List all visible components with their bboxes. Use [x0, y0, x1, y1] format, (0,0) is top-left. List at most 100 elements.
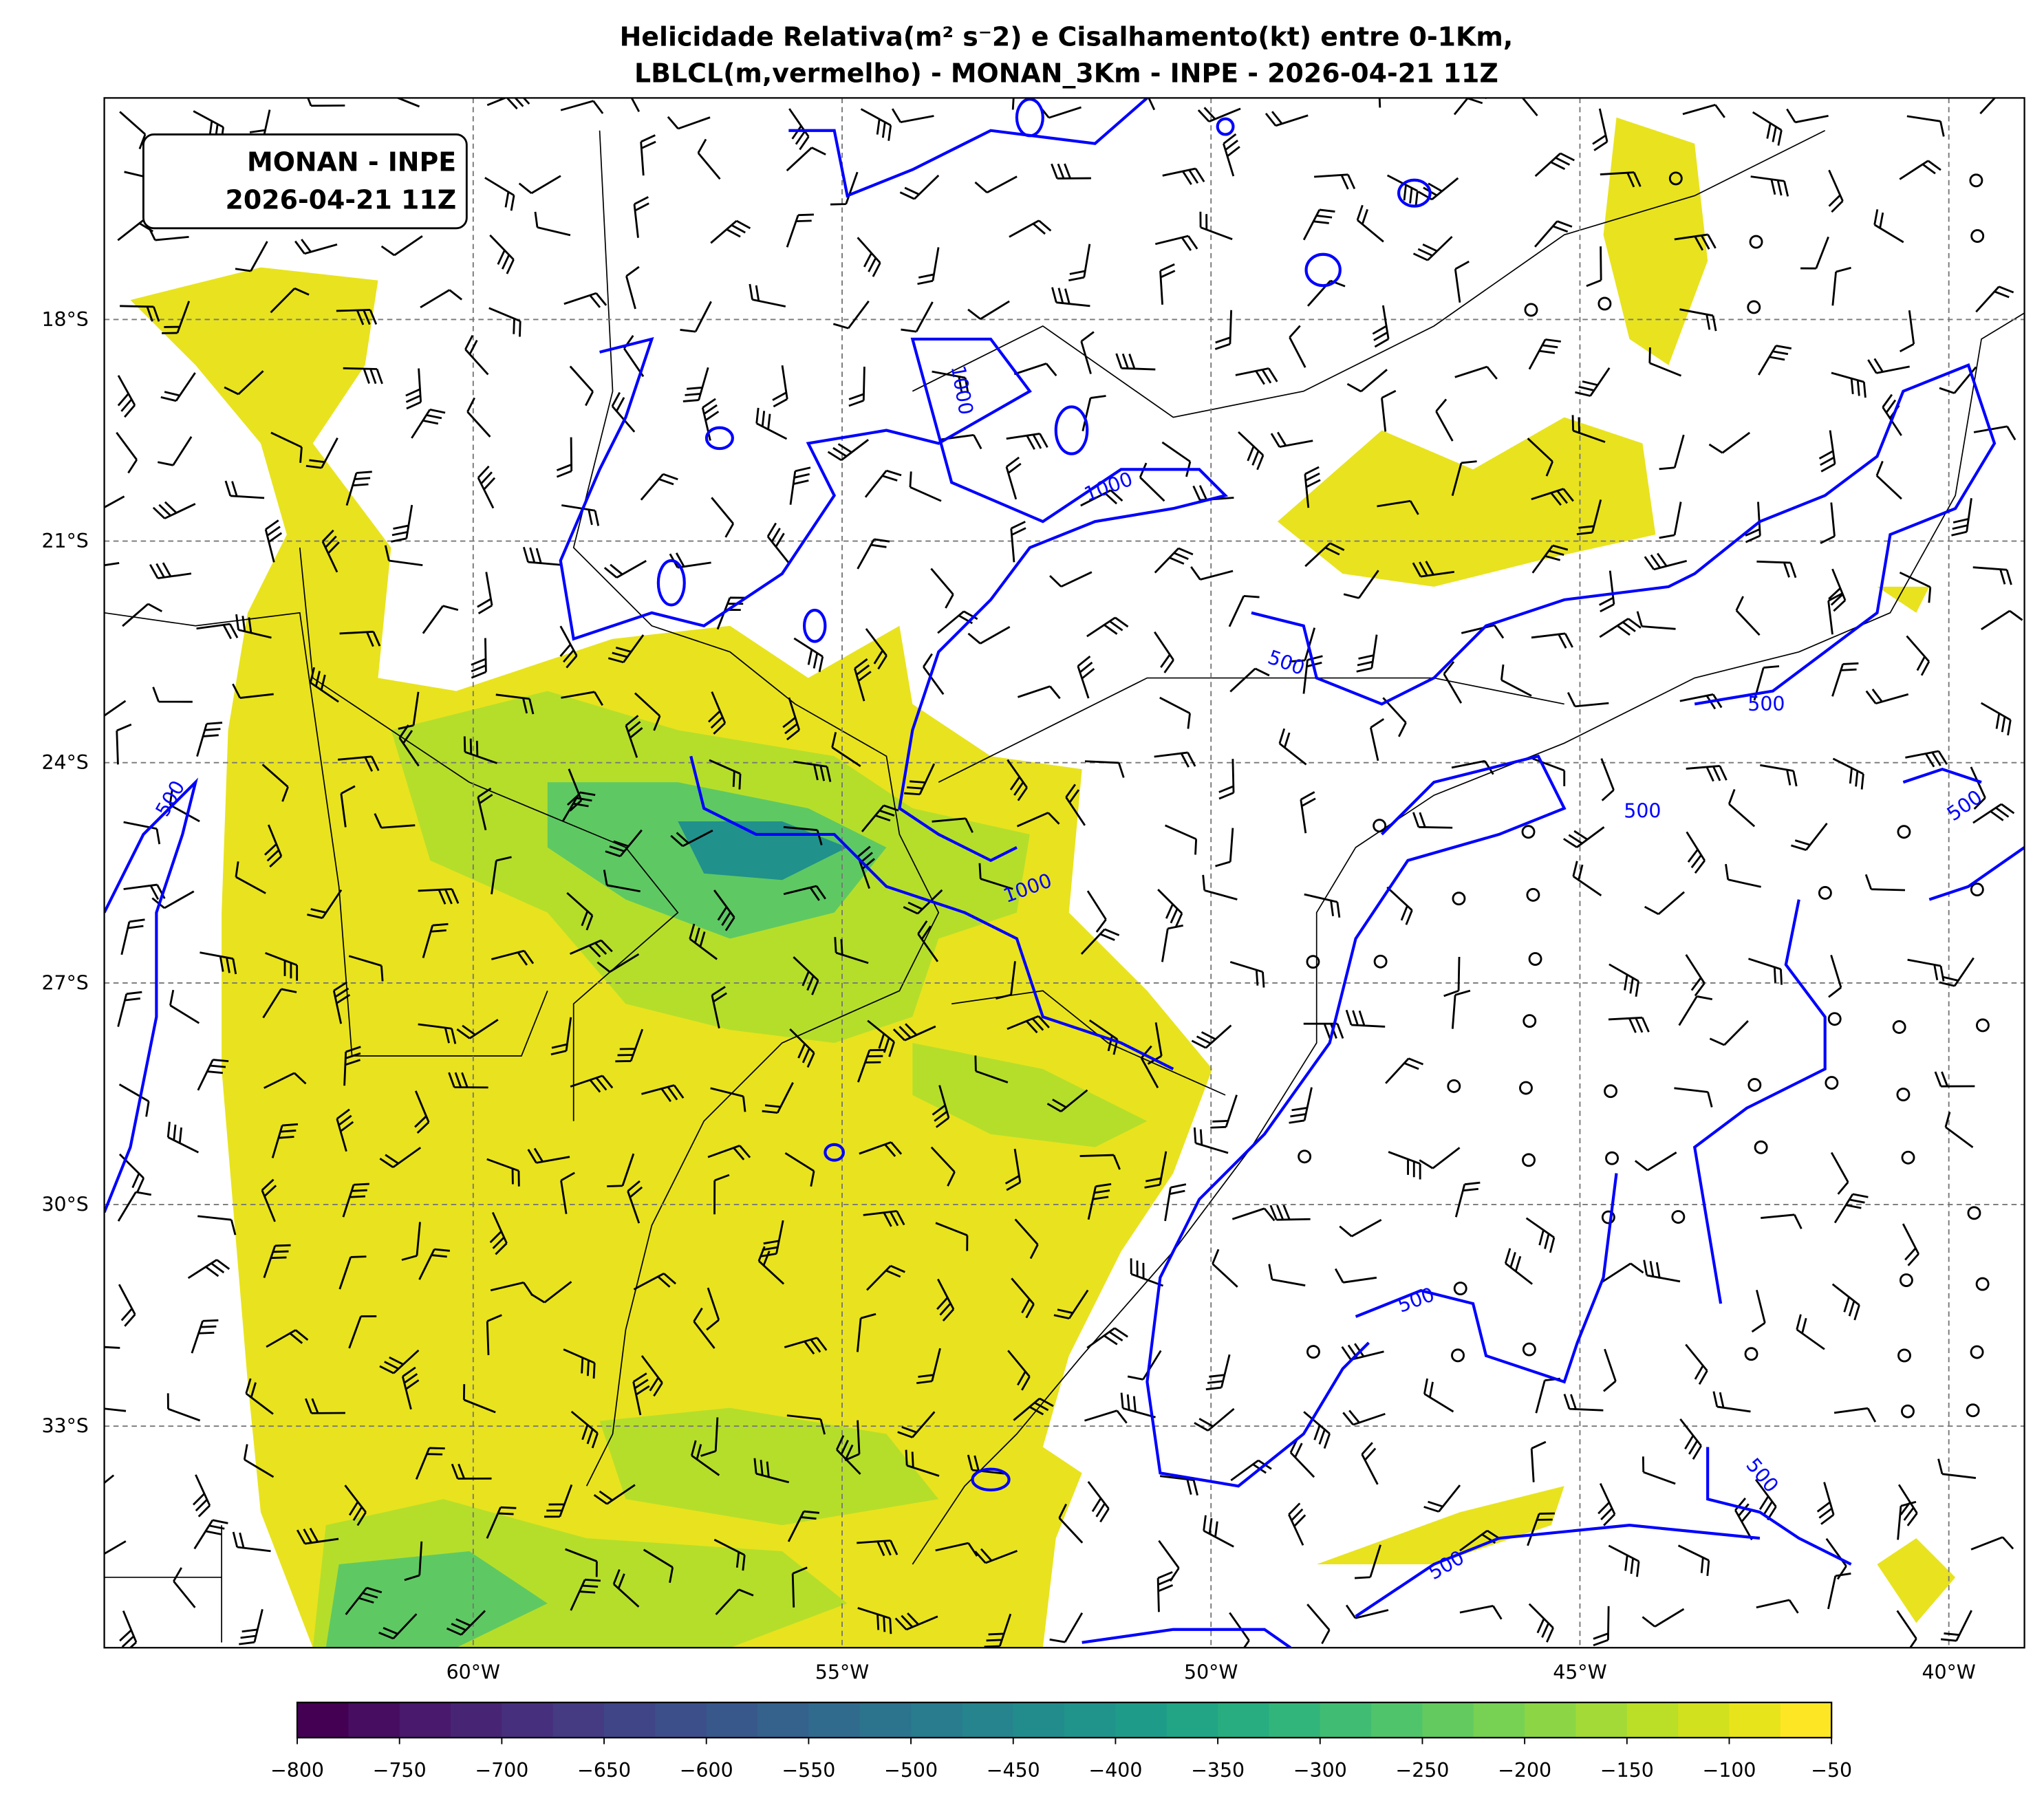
wind-barb [1827, 1573, 1851, 1610]
wind-barb [1154, 235, 1198, 251]
wind-barb [1120, 1392, 1156, 1418]
wind-barb [713, 1538, 746, 1571]
colorbar-tick-label: −650 [577, 1759, 631, 1782]
wind-barb [1068, 244, 1091, 282]
wind-barb [384, 545, 423, 567]
wind-barb [707, 1145, 751, 1160]
wind-barb [1007, 1350, 1031, 1391]
colorbar-bin [962, 1702, 1014, 1738]
wind-barb [1084, 1410, 1128, 1424]
wind-barb [560, 1172, 575, 1214]
wind-barb [1761, 1213, 1803, 1229]
wind-barb [1303, 1022, 1344, 1039]
wind-barb [1972, 803, 2015, 824]
colorbar-bin [1473, 1702, 1526, 1738]
calm-wind-circle [1899, 1273, 1913, 1287]
wind-barb [1218, 759, 1235, 800]
wind-barb [1679, 1418, 1702, 1460]
wind-barb [753, 1458, 790, 1484]
wind-barb [1636, 611, 1676, 630]
wind-barb [263, 1072, 307, 1089]
wind-barb [414, 1090, 430, 1134]
wind-barb [1818, 430, 1836, 473]
wind-barb [232, 683, 274, 699]
wind-barb [641, 1084, 685, 1102]
wind-barb [755, 407, 788, 440]
wind-barb [1674, 1087, 1713, 1108]
lcl-contours [104, 98, 2025, 1648]
wind-barb [157, 436, 193, 466]
wind-barb [1235, 367, 1278, 385]
wind-barb [1602, 1262, 1644, 1283]
contour-line [1692, 899, 1827, 1304]
wind-barb [706, 1287, 720, 1331]
wind-barb [466, 397, 491, 438]
calm-wind-circle [1975, 1018, 1990, 1033]
wind-barb [1190, 566, 1234, 581]
wind-barb [689, 923, 718, 960]
wind-barb [1575, 367, 1611, 397]
wind-barb [378, 1613, 418, 1640]
contour-line [1145, 754, 1567, 1488]
wind-barbs [104, 98, 2023, 1648]
wind-barb [1159, 263, 1176, 305]
wind-barb [1010, 521, 1026, 563]
wind-barb [784, 1337, 828, 1355]
wind-barb [561, 504, 600, 526]
wind-barb [1712, 1391, 1751, 1413]
wind-barb [1451, 460, 1477, 497]
wind-barb [967, 300, 1010, 320]
wind-barb [235, 241, 268, 272]
wind-barb [1341, 1343, 1384, 1361]
wind-barb [1754, 1478, 1777, 1521]
wind-barb [187, 1259, 230, 1280]
wind-barb [866, 1264, 905, 1291]
wind-barb [104, 1540, 127, 1555]
wind-barb [527, 1147, 570, 1164]
wind-barb [1791, 822, 1828, 852]
wind-barb [169, 789, 200, 823]
wind-barb [1197, 107, 1241, 122]
wind-barb [978, 863, 1013, 890]
wind-barb [1304, 893, 1341, 918]
wind-barb [160, 372, 196, 402]
wind-barb [1229, 961, 1265, 988]
wind-barb [867, 1019, 895, 1057]
wind-barb [224, 370, 264, 396]
contour-line [1706, 1447, 1852, 1566]
wind-barb [640, 473, 678, 501]
wind-barb [1725, 863, 1761, 888]
wind-barb [1531, 632, 1573, 649]
wind-barb [593, 1484, 636, 1505]
wind-barb [680, 301, 712, 333]
wind-barb [1648, 347, 1682, 377]
title-line-1: Helicidade Relativa(m² s⁻2) e Cisalhamen… [620, 22, 1514, 52]
wind-barb [340, 785, 356, 828]
wind-barb [690, 1440, 720, 1476]
wind-barb [1567, 691, 1609, 708]
wind-barb [415, 1447, 445, 1480]
contour-line [1355, 1524, 1761, 1618]
wind-barb [1412, 561, 1455, 578]
wind-barb [1751, 1289, 1766, 1333]
wind-barb [296, 1527, 339, 1545]
wind-barb [570, 939, 613, 958]
wind-barb [1443, 957, 1461, 997]
wind-barb [270, 431, 303, 463]
wind-barb [1906, 115, 1945, 137]
wind-barb [1205, 1354, 1231, 1391]
wind-barb [1080, 331, 1095, 374]
calm-wind-circle [1522, 1153, 1536, 1167]
wind-barb [1361, 1442, 1379, 1485]
wind-barb [1686, 831, 1706, 874]
wind-barb [1454, 1181, 1481, 1218]
wind-barb [766, 522, 790, 564]
wind-barb [486, 1506, 517, 1539]
colorbar-bin [1013, 1702, 1066, 1738]
wind-barb [1603, 1348, 1617, 1392]
wind-barb [420, 289, 463, 309]
wind-barb [612, 1569, 640, 1608]
wind-barb [1302, 208, 1335, 241]
wind-barb [1388, 1151, 1421, 1180]
wind-barb [456, 1019, 499, 1039]
